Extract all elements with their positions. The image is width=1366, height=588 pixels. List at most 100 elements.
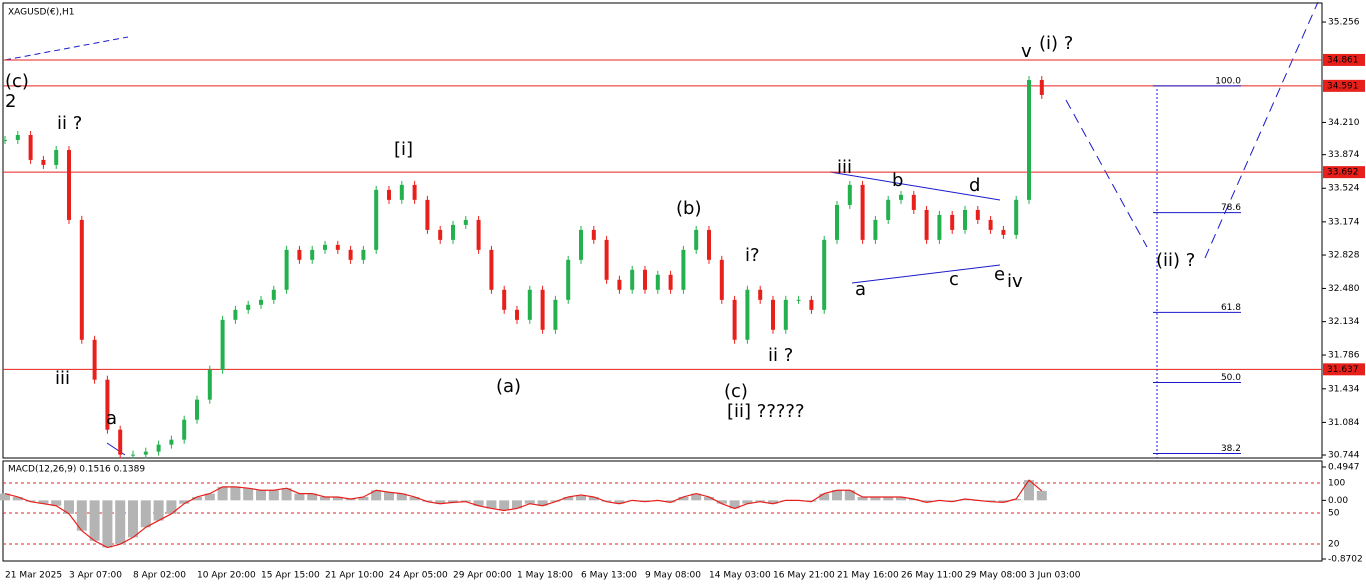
macd-bar xyxy=(64,500,74,514)
candle xyxy=(387,189,391,200)
x-tick-label: 6 May 13:00 xyxy=(581,571,637,581)
candle xyxy=(271,289,276,300)
y-tick-label: 32.480 xyxy=(1328,284,1360,294)
macd-bar xyxy=(396,493,407,501)
candle xyxy=(963,209,967,230)
candle xyxy=(297,249,302,260)
candle xyxy=(476,219,481,250)
macd-level-label: 100 xyxy=(1328,479,1345,489)
x-tick-label: 21 May 16:00 xyxy=(837,571,899,581)
trend-line xyxy=(4,36,129,61)
macd-panel xyxy=(2,460,1323,562)
candle xyxy=(425,199,430,230)
macd-bar xyxy=(665,500,676,503)
wave-label: (i) ? xyxy=(1039,33,1073,54)
candle xyxy=(438,229,443,240)
macd-bar xyxy=(512,500,522,509)
candle xyxy=(207,369,212,400)
y-tick-label: 32.828 xyxy=(1328,251,1360,261)
macd-bar xyxy=(870,496,881,501)
macd-bar xyxy=(0,493,10,501)
x-tick-label: 10 Apr 20:00 xyxy=(197,571,256,581)
wave-label: iii xyxy=(55,368,70,389)
wave-label: i? xyxy=(745,245,760,266)
macd-bar xyxy=(204,493,215,501)
wave-label: b xyxy=(892,170,903,191)
macd-bar xyxy=(908,498,919,501)
level-label: 34.591 xyxy=(1327,81,1359,91)
candle xyxy=(758,289,763,300)
macd-bar xyxy=(38,500,49,504)
macd-level-label: 20 xyxy=(1328,540,1340,550)
macd-bar xyxy=(524,500,535,504)
macd-bar xyxy=(537,500,548,506)
macd-bar xyxy=(307,493,318,501)
macd-bar xyxy=(89,500,100,541)
macd-bar xyxy=(12,496,23,501)
wave-label: ii ? xyxy=(57,113,82,134)
wave-label: ii ? xyxy=(768,345,793,366)
candle xyxy=(15,134,20,140)
candle xyxy=(1001,229,1006,235)
price-panel xyxy=(2,2,1323,459)
x-tick-label: 1 May 18:00 xyxy=(517,571,573,581)
macd-bar xyxy=(268,490,279,501)
x-tick-label: 14 May 03:00 xyxy=(709,571,771,581)
wave-label: iii xyxy=(837,157,852,178)
candle xyxy=(643,269,647,290)
macd-bar xyxy=(742,500,753,504)
macd-bar xyxy=(857,496,868,501)
macd-bar xyxy=(550,500,561,502)
macd-bar xyxy=(115,500,126,545)
candle xyxy=(105,379,110,430)
candle xyxy=(79,219,84,340)
macd-bar xyxy=(832,490,842,501)
macd-bar xyxy=(243,488,254,501)
macd-bar xyxy=(384,492,394,501)
candle xyxy=(92,339,97,380)
candle xyxy=(361,249,366,260)
candle xyxy=(911,194,916,210)
level-badge xyxy=(1323,166,1365,179)
candle xyxy=(937,214,942,240)
candle xyxy=(28,134,33,160)
candle xyxy=(719,259,724,300)
macd-bar xyxy=(422,500,433,502)
macd-bar xyxy=(1036,490,1047,501)
triangle-line xyxy=(851,264,1001,284)
macd-bar xyxy=(947,500,958,502)
candle xyxy=(988,219,993,230)
fib-label: 100.0 xyxy=(1215,76,1241,86)
level-badge xyxy=(1323,363,1365,376)
candle xyxy=(873,219,878,240)
macd-bar xyxy=(409,496,420,501)
wave-label: 2 xyxy=(5,91,16,112)
x-tick-label: 29 Apr 00:00 xyxy=(453,571,512,581)
candle xyxy=(975,209,980,220)
macd-bar xyxy=(921,500,932,503)
candle xyxy=(156,444,161,452)
macd-bar xyxy=(320,496,330,501)
candle xyxy=(579,229,583,260)
candle xyxy=(118,429,123,455)
fib-label: 61.8 xyxy=(1221,303,1241,313)
candle xyxy=(323,244,327,250)
wave-label: (a) xyxy=(496,376,521,397)
candle xyxy=(527,289,532,320)
candle xyxy=(796,299,801,301)
macd-bar xyxy=(473,500,484,506)
candle xyxy=(41,159,46,165)
macd-bar xyxy=(371,490,382,501)
macd-bar xyxy=(179,500,190,504)
candle xyxy=(67,149,71,220)
macd-bar xyxy=(998,500,1009,503)
macd-bar xyxy=(460,500,471,502)
macd-bar xyxy=(678,496,689,501)
macd-bar xyxy=(76,500,87,531)
candle xyxy=(707,229,711,260)
macd-bar xyxy=(883,496,894,501)
y-tick-label: 33.174 xyxy=(1328,217,1360,227)
candle xyxy=(169,439,174,445)
macd-bar xyxy=(25,500,36,502)
